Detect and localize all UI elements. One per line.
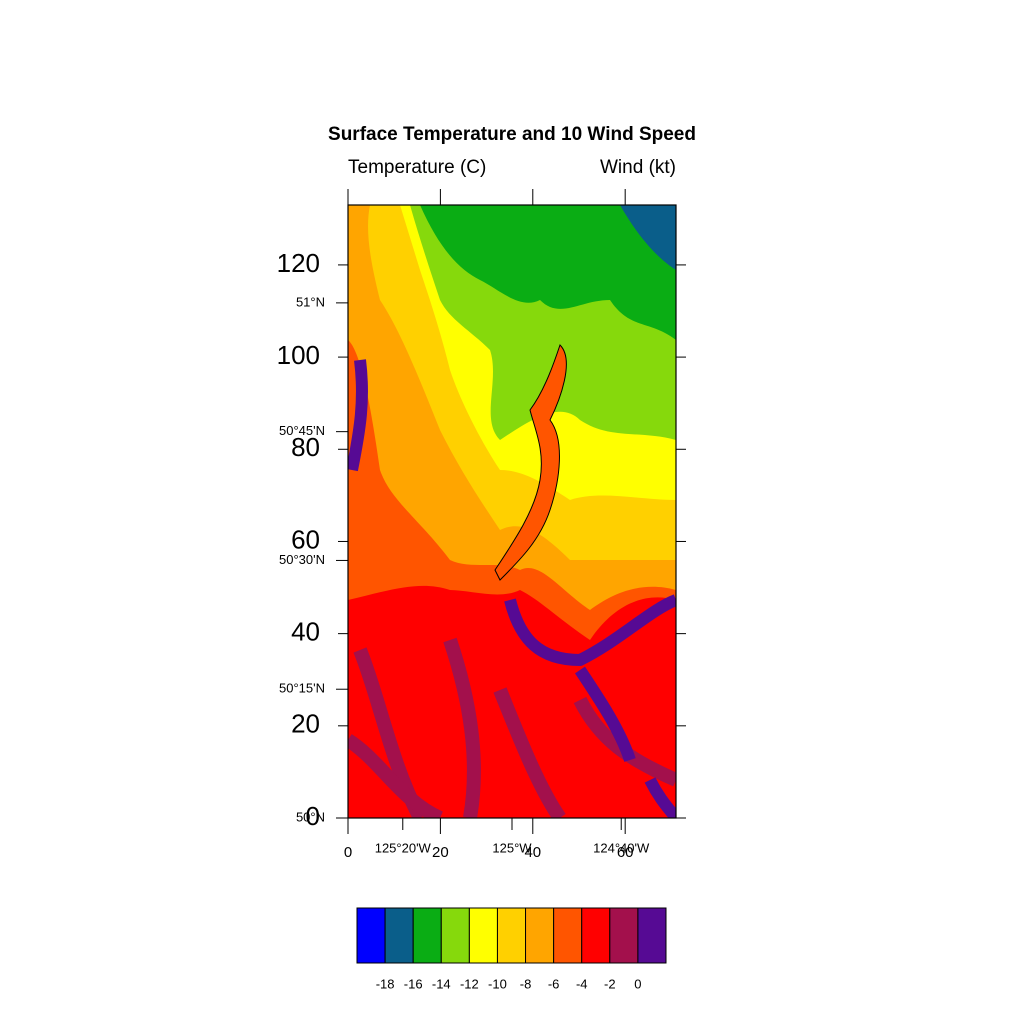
x-index-label: 60 <box>617 844 634 861</box>
y-index-label: 20 <box>291 709 320 739</box>
y-index-label: 60 <box>291 524 320 554</box>
y-index-label: 40 <box>291 617 320 647</box>
colorbar-label: -18 <box>376 976 395 991</box>
colorbar-box <box>384 907 414 964</box>
y-index-label: 120 <box>277 248 320 278</box>
y-index-label: 0 <box>306 801 320 831</box>
lon-label: 125°20'W <box>375 840 432 855</box>
colorbar-label: -2 <box>604 976 616 991</box>
right-subtitle: Wind (kt) <box>600 157 676 178</box>
colorbar-label: -16 <box>404 976 423 991</box>
colorbar-label: -8 <box>520 976 532 991</box>
colorbar-box <box>468 907 498 964</box>
colorbar-box <box>581 907 611 964</box>
y-index-label: 80 <box>291 432 320 462</box>
lat-label: 51°N <box>296 294 325 309</box>
temperature-field <box>348 205 676 818</box>
lat-label: 50°45'N <box>279 423 325 438</box>
colorbar-label: -4 <box>576 976 588 991</box>
colorbar-box <box>412 907 442 964</box>
colorbar-label: -14 <box>432 976 451 991</box>
colorbar-label: -10 <box>488 976 507 991</box>
lon-label: 125°W <box>492 840 532 855</box>
lat-label: 50°N <box>296 809 325 824</box>
colorbar-box <box>553 907 583 964</box>
lat-label: 50°30'N <box>279 552 325 567</box>
colorbar-box <box>637 907 667 964</box>
colorbar-box <box>525 907 555 964</box>
colorbar-box <box>609 907 639 964</box>
colorbar-box <box>356 907 386 964</box>
lat-label: 50°15'N <box>279 681 325 696</box>
colorbar-label: -12 <box>460 976 479 991</box>
colorbar-label: 0 <box>634 976 641 991</box>
x-index-label: 20 <box>432 844 449 861</box>
y-index-label: 100 <box>277 340 320 370</box>
lon-label: 124°40'W <box>593 840 650 855</box>
left-subtitle: Temperature (C) <box>348 157 486 178</box>
colorbar-box <box>496 907 527 964</box>
colorbar-box <box>440 907 470 964</box>
colorbar-label: -6 <box>548 976 560 991</box>
x-index-label: 40 <box>524 844 541 861</box>
x-index-label: 0 <box>344 844 352 861</box>
title: Surface Temperature and 10 Wind Speed <box>328 124 696 145</box>
